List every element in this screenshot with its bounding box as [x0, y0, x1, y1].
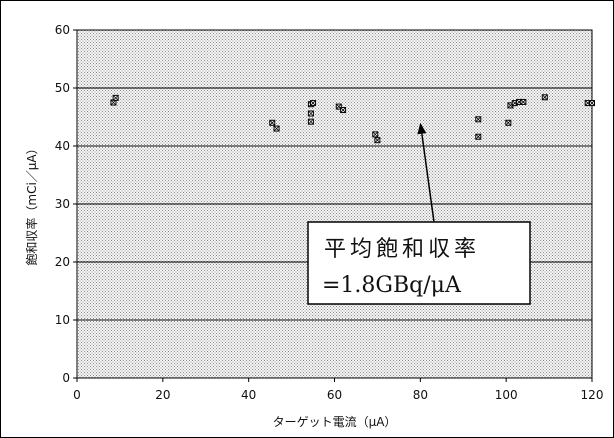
y-tick-label: 60 — [55, 23, 70, 37]
data-point — [374, 137, 381, 144]
x-tick-label: 40 — [241, 388, 256, 402]
data-points — [110, 94, 595, 144]
data-point — [307, 110, 314, 117]
annotation-arrow — [421, 133, 435, 223]
y-tick-label: 50 — [55, 81, 70, 95]
data-point — [541, 94, 548, 101]
x-tick-label: 80 — [413, 388, 428, 402]
data-point — [475, 133, 482, 140]
x-axis-title: ターゲット電流（μA） — [273, 415, 397, 429]
x-tick-label: 60 — [327, 388, 342, 402]
x-tick-label: 100 — [495, 388, 518, 402]
data-point — [112, 94, 119, 101]
x-axis-ticks: 0 20 40 60 80 100 120 — [73, 378, 603, 402]
data-point — [335, 103, 342, 110]
x-tick-label: 20 — [155, 388, 170, 402]
y-tick-label: 20 — [55, 255, 70, 269]
y-tick-label: 0 — [62, 371, 70, 385]
data-point — [589, 100, 595, 107]
annotation-line-1: 平均飽和収率 — [324, 237, 480, 262]
y-tick-label: 40 — [55, 139, 70, 153]
data-point — [307, 118, 314, 125]
data-point — [475, 116, 482, 123]
data-point — [520, 98, 527, 105]
annotation-arrowhead — [417, 122, 427, 135]
x-tick-label: 0 — [73, 388, 81, 402]
y-axis-ticks: 0 10 20 30 40 50 60 — [55, 23, 77, 385]
annotation-box — [307, 221, 531, 305]
y-tick-label: 30 — [55, 197, 70, 211]
annotation: 平均飽和収率 =1.8GBq/μA — [307, 122, 531, 305]
x-tick-label: 120 — [581, 388, 604, 402]
y-tick-label: 10 — [55, 313, 70, 327]
data-point — [273, 125, 280, 132]
y-axis-title: 飽和収率（mCi／μA） — [24, 142, 39, 265]
data-point — [372, 131, 379, 138]
data-point — [269, 119, 276, 126]
annotation-line-2: =1.8GBq/μA — [322, 273, 462, 298]
data-point — [505, 119, 512, 126]
data-point — [310, 100, 317, 107]
data-point — [340, 107, 347, 114]
